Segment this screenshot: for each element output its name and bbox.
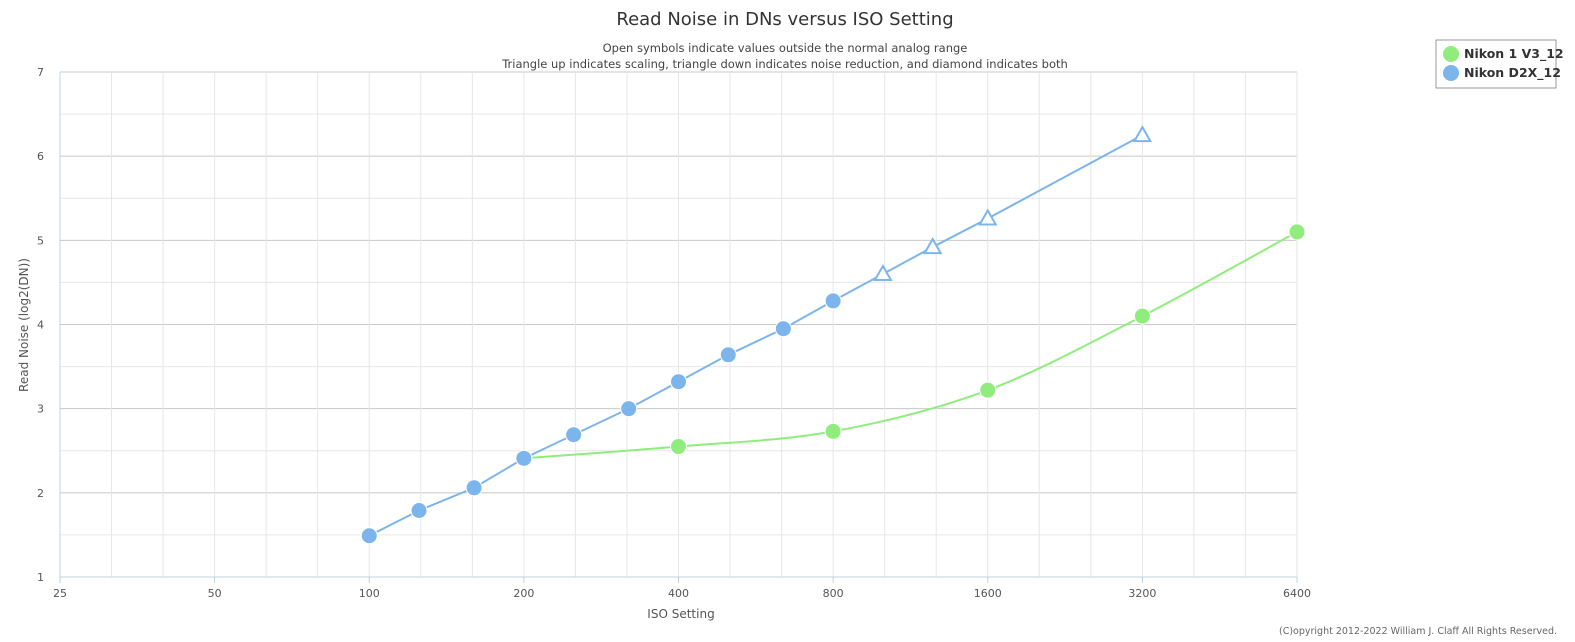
series-line-nikon-1-v3-12	[523, 231, 1298, 460]
data-point-nikon-d2x-12	[670, 373, 687, 391]
x-tick-label: 800	[823, 587, 844, 600]
data-point-nikon-d2x-12	[565, 426, 583, 444]
y-tick-label: 4	[37, 319, 44, 332]
x-tick-label: 200	[513, 587, 534, 600]
legend-marker-nikon-1-v3	[1443, 46, 1459, 62]
series-line-nikon-d2x-12	[368, 134, 1143, 537]
data-point-nikon-1-v3-12	[824, 422, 842, 440]
data-point-nikon-d2x-12	[465, 479, 483, 497]
y-tick-label: 1	[37, 571, 44, 584]
data-point-nikon-d2x-12	[410, 502, 428, 520]
data-point-nikon-d2x-12	[719, 346, 737, 364]
copyright-credit: (C)opyright 2012-2022 William J. Claff A…	[1279, 626, 1557, 637]
data-point-nikon-d2x-12	[774, 320, 792, 338]
data-point-nikon-d2x-12	[824, 292, 842, 310]
data-point-nikon-1-v3-12	[670, 438, 687, 456]
data-point-nikon-d2x-12	[360, 527, 378, 545]
chart-subtitle-line-2: Triangle up indicates scaling, triangle …	[501, 57, 1068, 71]
axes: 25 50 100 200 400 800 1600 3200 6400 1 2 3 4 5 6 7	[37, 66, 1311, 600]
legend[interactable]: Nikon 1 V3_12 Nikon D2X_12	[1435, 39, 1564, 89]
chart-title: Read Noise in DNs versus ISO Setting	[616, 9, 953, 30]
x-tick-label: 50	[208, 587, 222, 600]
legend-label-nikon-d2x[interactable]: Nikon D2X_12	[1464, 65, 1561, 81]
data-point-nikon-d2x-12	[978, 208, 998, 226]
data-point-nikon-d2x-12	[922, 237, 943, 255]
x-axis-title: ISO Setting	[647, 607, 714, 621]
x-tick-label: 6400	[1283, 587, 1311, 600]
series-layer	[360, 125, 1306, 545]
y-axis-title: Read Noise (log2(DN))	[17, 258, 31, 392]
chart-subtitle-line-1: Open symbols indicate values outside the…	[603, 41, 968, 55]
data-point-nikon-d2x-12	[515, 449, 533, 467]
x-tick-label: 25	[53, 587, 67, 600]
y-tick-label: 3	[37, 403, 44, 416]
data-point-nikon-1-v3-12	[1288, 223, 1306, 241]
y-tick-label: 5	[37, 234, 44, 247]
data-point-nikon-d2x-12	[873, 263, 893, 281]
data-point-nikon-d2x-12	[1132, 125, 1153, 143]
x-tick-label: 400	[668, 587, 689, 600]
data-point-nikon-1-v3-12	[1133, 307, 1151, 325]
y-tick-label: 2	[37, 487, 44, 500]
grid	[59, 71, 1297, 578]
legend-label-nikon-1-v3[interactable]: Nikon 1 V3_12	[1464, 46, 1564, 62]
y-tick-label: 7	[37, 66, 44, 79]
data-point-nikon-d2x-12	[620, 400, 638, 418]
x-tick-label: 100	[359, 587, 380, 600]
x-tick-label: 3200	[1128, 587, 1156, 600]
data-point-nikon-1-v3-12	[979, 381, 997, 399]
x-tick-label: 1600	[974, 587, 1002, 600]
y-tick-label: 6	[37, 150, 44, 163]
legend-marker-nikon-d2x	[1443, 65, 1459, 81]
